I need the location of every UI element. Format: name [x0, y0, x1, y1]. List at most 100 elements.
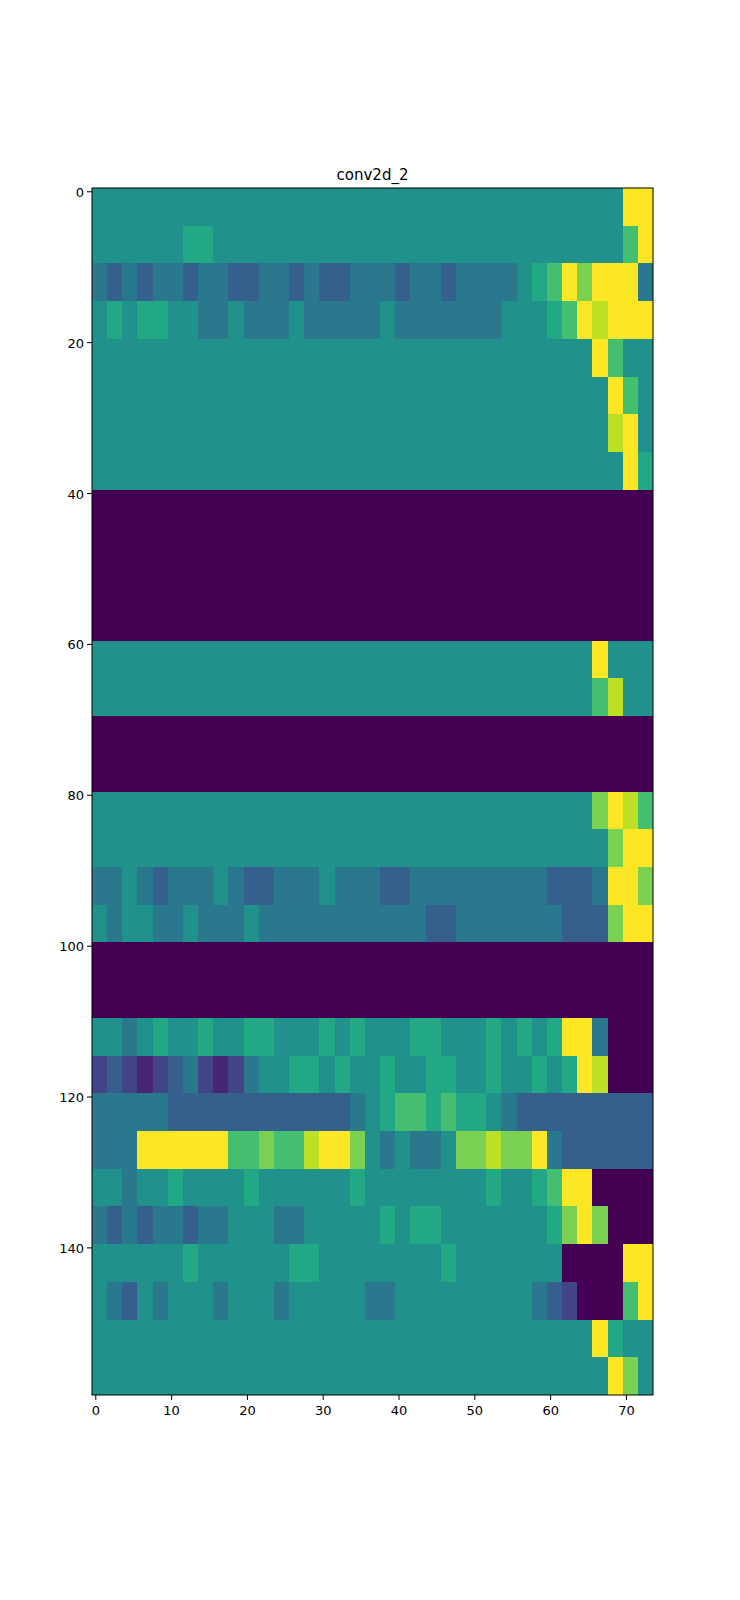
cell: [289, 301, 305, 339]
cell: [471, 942, 487, 980]
cell: [92, 301, 108, 339]
cell: [289, 527, 305, 565]
cell: [213, 1131, 229, 1169]
cell: [517, 867, 533, 905]
cell: [259, 452, 275, 490]
cell: [107, 301, 123, 339]
cell: [501, 226, 517, 264]
cell: [501, 565, 517, 603]
cell: [183, 942, 199, 980]
cell: [410, 867, 426, 905]
cell: [350, 565, 366, 603]
cell: [107, 754, 123, 792]
cell: [638, 792, 653, 830]
cell: [592, 905, 608, 943]
cell: [335, 1320, 351, 1358]
cell: [228, 1093, 244, 1131]
cell: [410, 641, 426, 679]
cell: [395, 867, 411, 905]
cell: [501, 603, 517, 641]
cell: [259, 339, 275, 377]
cell: [350, 905, 366, 943]
cell: [426, 490, 442, 528]
cell: [441, 942, 457, 980]
cell: [107, 1282, 123, 1320]
x-tick: [323, 1395, 324, 1400]
cell: [137, 641, 153, 679]
cell: [517, 188, 533, 226]
cell: [228, 1018, 244, 1056]
cell: [153, 339, 169, 377]
cell: [577, 641, 593, 679]
cell: [380, 452, 396, 490]
cell: [456, 792, 472, 830]
cell: [289, 792, 305, 830]
cell: [501, 641, 517, 679]
cell: [441, 1018, 457, 1056]
cell: [608, 1206, 624, 1244]
cell: [304, 867, 320, 905]
cell: [319, 1169, 335, 1207]
cell: [395, 301, 411, 339]
cell: [259, 678, 275, 716]
cell: [365, 301, 381, 339]
x-tick: [550, 1395, 551, 1400]
cell: [198, 1244, 214, 1282]
cell: [365, 377, 381, 415]
cell: [577, 792, 593, 830]
cell: [213, 1282, 229, 1320]
cell: [608, 905, 624, 943]
cell: [532, 339, 548, 377]
cell: [577, 603, 593, 641]
cell: [183, 792, 199, 830]
cell: [456, 414, 472, 452]
cell: [168, 1357, 184, 1395]
cell: [107, 1093, 123, 1131]
cell: [486, 716, 502, 754]
cell: [168, 1056, 184, 1094]
cell: [365, 565, 381, 603]
cell: [577, 678, 593, 716]
cell: [532, 414, 548, 452]
cell: [456, 301, 472, 339]
cell: [168, 942, 184, 980]
cell: [410, 942, 426, 980]
cell: [608, 754, 624, 792]
cell: [577, 414, 593, 452]
cell: [456, 603, 472, 641]
cell: [562, 527, 578, 565]
cell: [426, 867, 442, 905]
cell: [168, 1206, 184, 1244]
cell: [92, 1244, 108, 1282]
cell: [304, 942, 320, 980]
cell: [289, 1244, 305, 1282]
cell: [137, 980, 153, 1018]
cell: [168, 980, 184, 1018]
cell: [335, 641, 351, 679]
cell: [486, 754, 502, 792]
cell: [168, 754, 184, 792]
cell: [153, 1244, 169, 1282]
cell: [456, 263, 472, 301]
cell: [319, 263, 335, 301]
cell: [517, 565, 533, 603]
cell: [426, 678, 442, 716]
cell: [623, 754, 639, 792]
cell: [410, 188, 426, 226]
cell: [259, 188, 275, 226]
cell: [623, 527, 639, 565]
cell: [107, 1206, 123, 1244]
cell: [107, 603, 123, 641]
cell: [562, 980, 578, 1018]
cell: [380, 1169, 396, 1207]
cell: [592, 678, 608, 716]
cell: [592, 188, 608, 226]
cell: [335, 716, 351, 754]
cell: [183, 980, 199, 1018]
cell: [228, 414, 244, 452]
cell: [623, 414, 639, 452]
cell: [517, 452, 533, 490]
cell: [350, 603, 366, 641]
cell: [395, 226, 411, 264]
cell: [228, 1357, 244, 1395]
